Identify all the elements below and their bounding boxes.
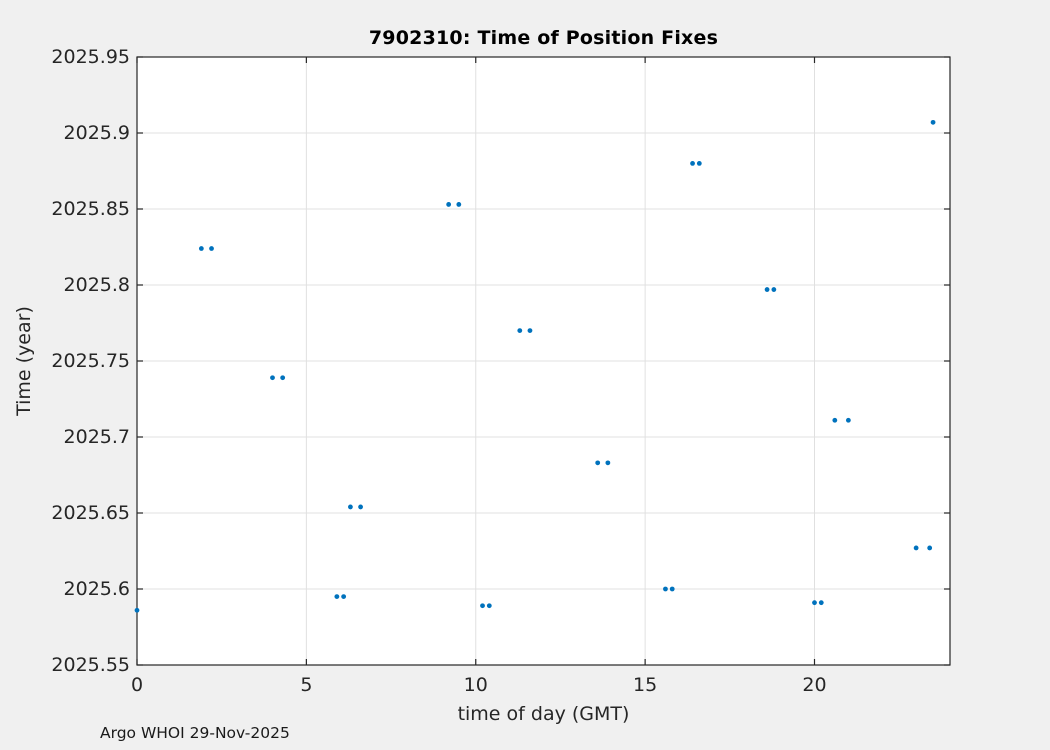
- data-point: [517, 328, 523, 333]
- data-point: [358, 504, 363, 510]
- data-point: [456, 202, 462, 207]
- data-point: [771, 287, 777, 292]
- data-point: [832, 417, 838, 423]
- x-axis-label: time of day (GMT): [457, 703, 630, 725]
- y-tick-label: 2025.7: [63, 426, 130, 448]
- plot-area: [134, 56, 951, 666]
- y-tick-label: 2025.8: [63, 274, 130, 296]
- data-point: [927, 545, 933, 551]
- data-point: [764, 287, 770, 292]
- x-tick-label: 0: [130, 674, 144, 696]
- data-point: [818, 600, 824, 606]
- data-point: [605, 460, 611, 466]
- data-point: [280, 375, 286, 381]
- data-point: [134, 607, 140, 613]
- y-tick-label: 2025.95: [51, 46, 130, 68]
- data-point: [845, 417, 851, 423]
- data-point: [334, 594, 340, 599]
- x-tick-label: 10: [463, 674, 488, 696]
- y-tick-label: 2025.55: [51, 654, 130, 676]
- y-tick-label: 2025.6: [63, 578, 130, 600]
- y-tick-label: 2025.75: [51, 350, 130, 372]
- data-point: [486, 603, 492, 609]
- data-point: [595, 460, 601, 466]
- data-point: [348, 504, 353, 510]
- y-tick-label: 2025.65: [51, 502, 130, 524]
- data-point: [696, 161, 702, 166]
- y-tick-label: 2025.9: [63, 122, 130, 144]
- y-tick-label: 2025.85: [51, 198, 130, 220]
- data-point: [198, 246, 204, 251]
- data-point: [812, 600, 817, 606]
- data-point: [930, 119, 936, 125]
- data-point: [913, 545, 919, 551]
- x-tick-label: 15: [633, 674, 658, 696]
- data-point: [480, 603, 485, 609]
- data-point: [270, 375, 275, 381]
- data-point: [446, 202, 452, 207]
- chart-title: 7902310: Time of Position Fixes: [368, 27, 719, 49]
- x-tick-label: 5: [300, 674, 313, 696]
- data-point: [341, 594, 347, 599]
- data-point: [690, 161, 695, 166]
- data-point: [669, 586, 675, 592]
- footer-annotation: Argo WHOI 29-Nov-2025: [100, 724, 290, 742]
- data-point: [663, 586, 668, 592]
- data-point: [209, 246, 214, 251]
- scatter-plot-canvas: [134, 56, 951, 666]
- data-point: [527, 328, 533, 333]
- x-tick-label: 20: [802, 674, 827, 696]
